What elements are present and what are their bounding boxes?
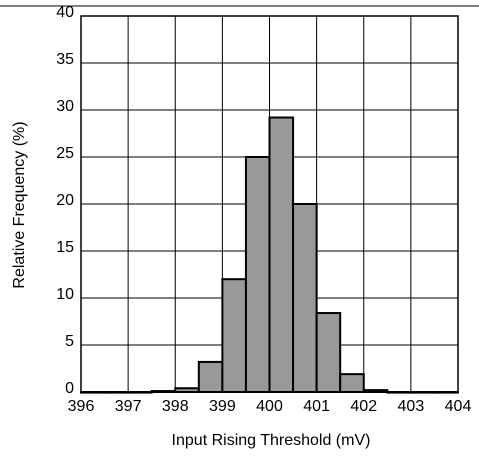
x-tick-label: 397 bbox=[115, 398, 142, 415]
x-tick-label: 404 bbox=[445, 398, 472, 415]
plot-border bbox=[80, 15, 459, 393]
x-axis-title: Input Rising Threshold (mV) bbox=[172, 432, 371, 449]
histogram-bar bbox=[221, 278, 247, 394]
x-tick-labels: 396 397 398 399 400 401 402 403 404 bbox=[68, 398, 472, 415]
y-tick-label: 0 bbox=[65, 380, 74, 397]
y-tick-label: 10 bbox=[56, 286, 74, 303]
x-tick-label: 402 bbox=[350, 398, 377, 415]
y-axis-title: Relative Frequency (%) bbox=[11, 121, 28, 288]
y-tick-label: 20 bbox=[56, 192, 74, 209]
histogram-bar bbox=[292, 203, 318, 393]
x-tick-label: 398 bbox=[162, 398, 189, 415]
bars bbox=[80, 116, 459, 394]
y-tick-labels: 0 5 10 15 20 25 30 35 40 bbox=[56, 4, 74, 397]
y-tick-label: 30 bbox=[56, 98, 74, 115]
y-tick-label: 40 bbox=[56, 4, 74, 21]
y-tick-label: 25 bbox=[56, 145, 74, 162]
x-tick-label: 403 bbox=[398, 398, 425, 415]
histogram-bar bbox=[268, 116, 295, 394]
histogram-bar bbox=[339, 373, 365, 394]
y-tick-label: 15 bbox=[56, 239, 74, 256]
y-tick-label: 5 bbox=[65, 333, 74, 350]
histogram-bar bbox=[244, 156, 271, 393]
x-tick-label: 399 bbox=[209, 398, 236, 415]
histogram-bar bbox=[315, 312, 342, 394]
y-tick-label: 35 bbox=[56, 51, 74, 68]
x-tick-label: 396 bbox=[68, 398, 95, 415]
plot-frame bbox=[80, 15, 459, 393]
histogram-bar bbox=[197, 360, 224, 394]
x-tick-label: 401 bbox=[303, 398, 330, 415]
x-tick-label: 400 bbox=[256, 398, 283, 415]
